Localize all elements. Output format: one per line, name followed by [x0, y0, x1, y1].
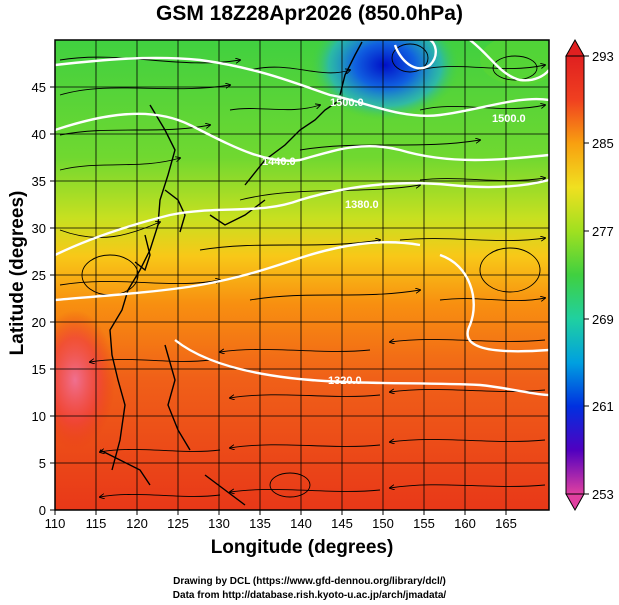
x-tick-140: 140 [290, 516, 312, 531]
height-contours [55, 40, 549, 397]
colorbar-bottom-triangle [565, 493, 585, 512]
y-tick-5: 5 [39, 456, 46, 471]
colorbar-label-261: 261 [592, 399, 614, 414]
x-axis-label: Longitude (degrees) [210, 537, 394, 558]
colorbar-label-253: 253 [592, 487, 614, 502]
x-tick-145: 145 [331, 516, 353, 531]
y-tick-labels: 0 5 10 15 20 25 30 35 40 45 [32, 80, 46, 518]
contour-label-1440: 1440.0 [262, 156, 296, 168]
x-tick-150: 150 [372, 516, 394, 531]
colorbar: 293 285 277 269 261 253 [565, 38, 614, 512]
y-tick-10: 10 [32, 409, 46, 424]
contour-label-1500b: 1500.0 [492, 113, 526, 125]
x-tick-160: 160 [454, 516, 476, 531]
x-tick-110: 110 [45, 516, 66, 531]
colorbar-label-285: 285 [592, 136, 614, 151]
contour-labels: 1500.0 1440.0 1380.0 1320.0 1500.0 [262, 97, 526, 387]
x-tick-labels: 110 115 120 125 130 135 140 145 150 155 … [45, 516, 517, 531]
y-tick-35: 35 [32, 174, 46, 189]
map-title: GSM 18Z28Apr2026 (850.0hPa) [156, 2, 463, 25]
x-tick-120: 120 [126, 516, 148, 531]
x-tick-155: 155 [413, 516, 435, 531]
y-tick-20: 20 [32, 315, 46, 330]
credit-data-source: Data from http://database.rish.kyoto-u.a… [172, 590, 447, 601]
y-tick-0: 0 [39, 503, 46, 518]
x-tick-115: 115 [86, 516, 107, 531]
y-tick-15: 15 [32, 362, 46, 377]
x-tick-130: 130 [208, 516, 230, 531]
contour-label-1500a: 1500.0 [330, 97, 364, 109]
colorbar-label-269: 269 [592, 312, 614, 327]
contour-label-1320: 1320.0 [328, 375, 362, 387]
colorbar-top-triangle [565, 38, 585, 57]
coastlines [99, 41, 363, 506]
y-tick-45: 45 [32, 80, 46, 95]
x-tick-165: 165 [495, 516, 517, 531]
contour-label-1380: 1380.0 [345, 199, 379, 211]
axis-tick-marks [50, 86, 507, 515]
credit-drawing: Drawing by DCL (https://www.gfd-dennou.o… [173, 576, 446, 587]
colorbar-label-277: 277 [592, 224, 614, 239]
colorbar-label-293: 293 [592, 49, 614, 64]
wind-streamlines [59, 43, 545, 497]
y-tick-40: 40 [32, 127, 46, 142]
x-tick-125: 125 [167, 516, 189, 531]
y-tick-25: 25 [32, 268, 46, 283]
x-tick-135: 135 [249, 516, 271, 531]
colorbar-scale [565, 55, 585, 495]
y-tick-30: 30 [32, 221, 46, 236]
